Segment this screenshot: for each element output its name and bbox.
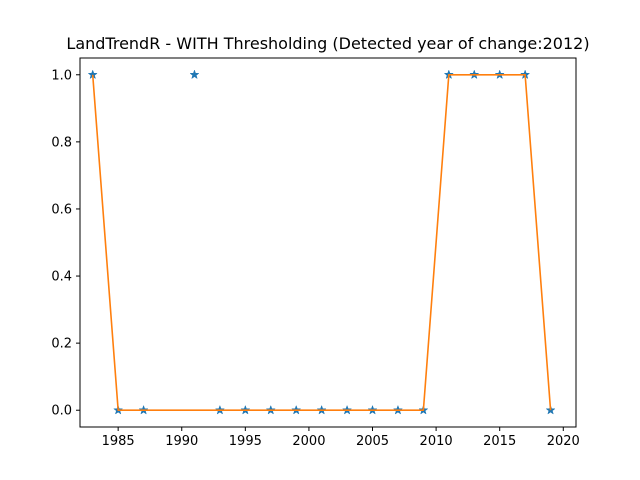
y-tick-label: 0.0 (51, 404, 72, 419)
x-tick-label: 2010 (420, 434, 453, 449)
x-tick-label: 2000 (292, 434, 325, 449)
y-tick-label: 1.0 (51, 68, 72, 83)
x-tick-label: 2020 (547, 434, 580, 449)
axes-frame (79, 57, 577, 428)
x-tick-label: 1990 (165, 434, 198, 449)
x-tick-label: 1995 (229, 434, 262, 449)
data-point-star (189, 69, 200, 80)
y-tick-label: 0.8 (51, 135, 72, 150)
x-tick-label: 2015 (483, 434, 516, 449)
chart-title: LandTrendR - WITH Thresholding (Detected… (66, 34, 589, 53)
series-line (91, 73, 552, 412)
x-tick-label: 1985 (102, 434, 135, 449)
plot-area: 1985 1990 1995 2000 2005 2010 2015 2020 0.0 0.2 0.… (51, 68, 580, 449)
y-tick-label: 0.4 (51, 270, 72, 285)
y-tick-label: 0.6 (51, 202, 72, 217)
x-tick-label: 2005 (356, 434, 389, 449)
y-tick-label: 0.2 (51, 337, 72, 352)
